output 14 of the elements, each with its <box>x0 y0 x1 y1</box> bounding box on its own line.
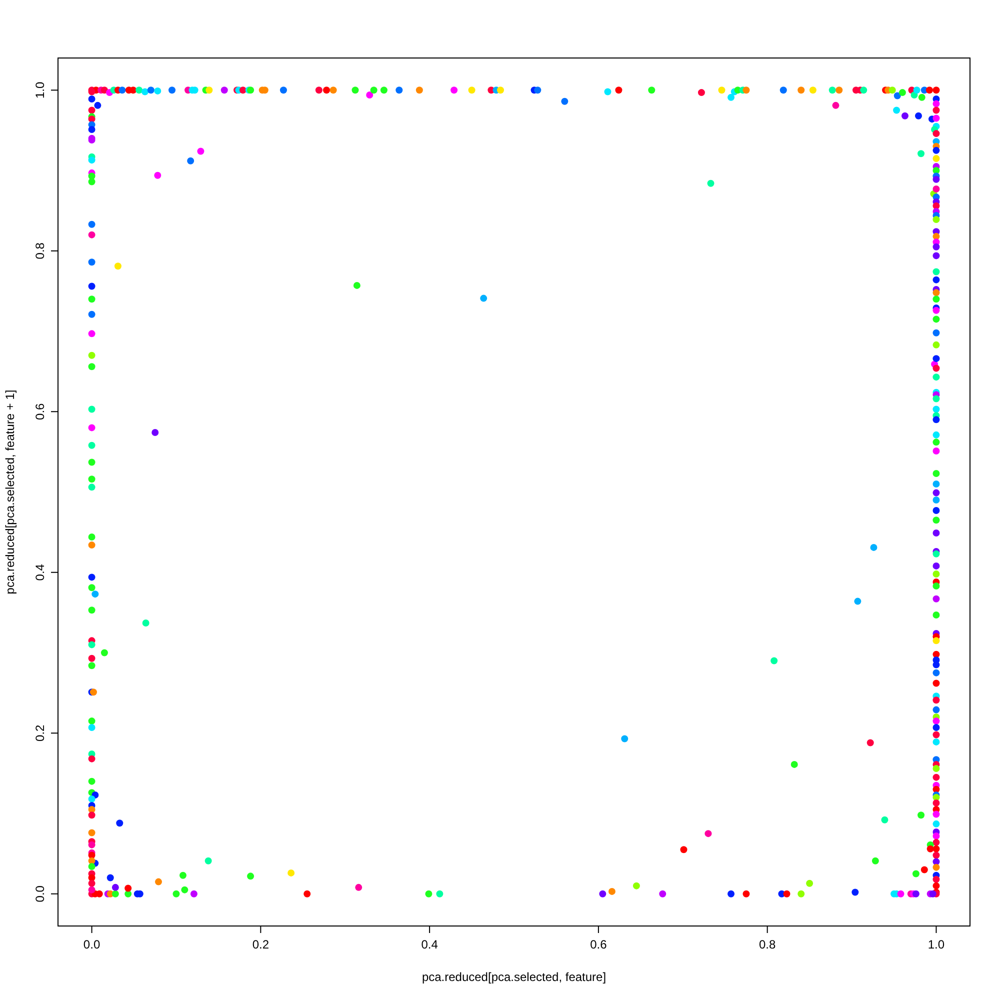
y-tick-label: 0.6 <box>33 402 47 420</box>
y-tick-label: 0.0 <box>33 885 47 902</box>
x-tick-label: 0.0 <box>83 938 100 952</box>
x-tick-label: 0.2 <box>252 938 270 952</box>
x-tick-label: 0.6 <box>590 938 608 952</box>
y-tick-label: 0.2 <box>33 724 47 742</box>
y-tick-label: 1.0 <box>33 81 47 98</box>
x-tick-label: 0.8 <box>758 938 776 952</box>
y-tick-label: 0.8 <box>33 242 47 260</box>
x-axis-title: pca.reduced[pca.selected, feature] <box>422 970 606 984</box>
x-tick-label: 0.4 <box>421 938 438 952</box>
y-axis-title: pca.reduced[pca.selected, feature + 1] <box>3 390 17 594</box>
x-tick-label: 1.0 <box>928 938 945 952</box>
y-tick-label: 0.4 <box>33 564 47 581</box>
